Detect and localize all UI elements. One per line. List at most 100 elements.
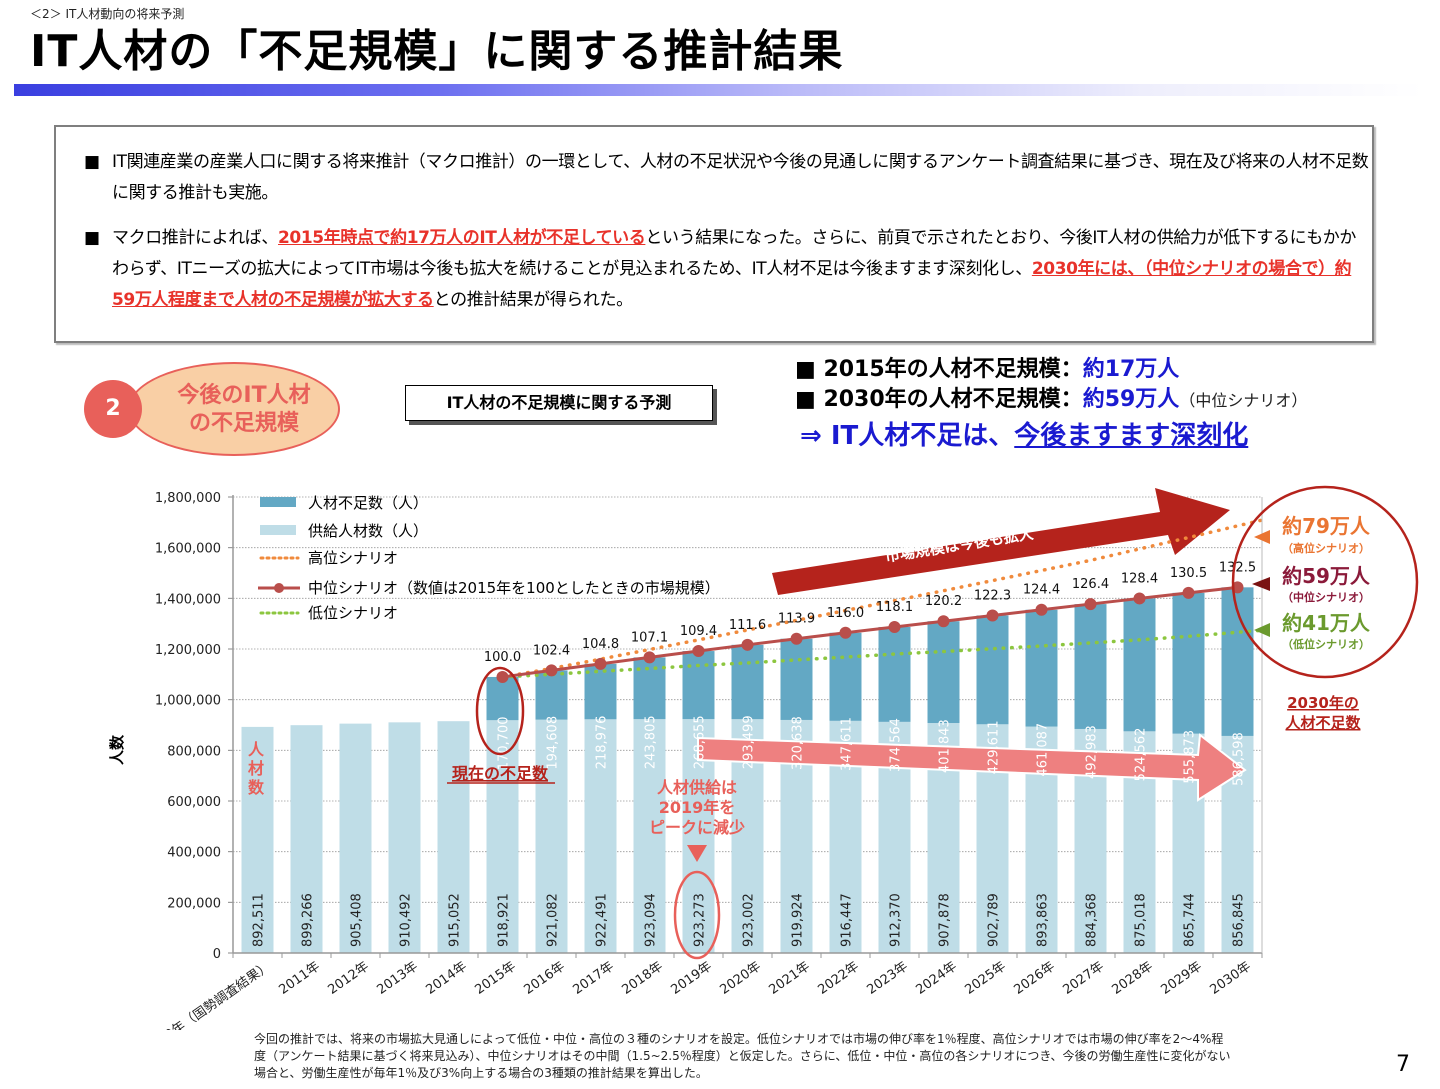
x-tick-label: 2016年	[521, 959, 567, 998]
supply-value-label: 893,863	[1036, 893, 1051, 947]
legend-swatch-supply	[260, 525, 296, 535]
shortage-bar	[633, 657, 666, 720]
supply-vertical-label-2: 材	[248, 759, 264, 778]
x-tick-label: 2025年	[962, 959, 1008, 998]
supply-bar	[241, 726, 274, 953]
shortage-value-label: 243,805	[644, 715, 659, 769]
x-tick-label: 2020年	[717, 959, 763, 998]
x-tick-label: 2027年	[1060, 959, 1106, 998]
mid-scenario-marker	[643, 651, 656, 664]
y-tick-label: 1,200,000	[155, 643, 221, 658]
chart-title-box: IT人材の不足規模に関する予測	[405, 385, 713, 421]
shortage-bar	[535, 670, 568, 720]
supply-value-label: 907,878	[938, 893, 953, 947]
mid-index-label: 124.4	[1023, 583, 1060, 598]
down-triangle-icon	[687, 845, 707, 862]
mid-scenario-marker	[545, 664, 558, 677]
supply-bar	[584, 719, 617, 953]
mid-scenario-marker	[1084, 598, 1097, 611]
badge-line-1: 今後のIT人材	[177, 383, 311, 408]
supply-bar	[339, 723, 372, 953]
y-tick-label: 400,000	[167, 846, 221, 861]
scenario-2030-circle	[1231, 485, 1419, 679]
shortage-bar	[1172, 592, 1205, 734]
supply-value-label: 923,273	[693, 893, 708, 947]
x-tick-label: 2023年	[864, 959, 910, 998]
supply-value-label: 905,408	[350, 893, 365, 947]
supply-vertical-label-1: 人	[248, 740, 265, 759]
summary-text-2c: との推計結果が得られた。	[433, 290, 633, 310]
shortage-value-label: 218,976	[595, 716, 610, 770]
y-tick-label: 800,000	[167, 744, 221, 759]
y-axis-label: 人数	[108, 734, 126, 765]
supply-value-label: 919,924	[791, 893, 806, 947]
supply-decline-arrow	[697, 733, 1247, 802]
x-tick-label: 2030年	[1207, 959, 1253, 998]
peak-supply-circle	[673, 870, 721, 960]
x-tick-label: 2022年	[815, 959, 861, 998]
shortage-bar	[486, 676, 519, 721]
mid-scenario-marker	[937, 615, 950, 628]
summary-text-2: マクロ推計によれば、2015年時点で約17万人のIT人材が不足しているという結果…	[112, 223, 1372, 316]
summary-text-2b: という結果になった。さらに、前頁で示されたとおり、今後IT人材の供給力が低下する…	[112, 228, 1356, 279]
shortage-value-label: 347,611	[840, 717, 855, 771]
mid-index-label: 116.0	[827, 606, 864, 621]
current-shortage-circle	[475, 666, 525, 756]
key-point-2030-label: ■ 2030年の人材不足規模：	[795, 387, 1083, 412]
shortage-bar	[731, 644, 764, 720]
mid-index-label: 100.0	[484, 650, 521, 665]
badge-line-2: の不足規模	[188, 411, 299, 436]
key-point-2030: ■ 2030年の人材不足規模：約59万人（中位シナリオ）	[795, 385, 1307, 415]
highlight-2015-shortage: 2015年時点で約17万人のIT人材が不足している	[278, 228, 646, 248]
mid-scenario-marker	[1182, 586, 1195, 599]
conclusion: ⇒ IT人材不足は、今後ますます深刻化	[800, 415, 1248, 452]
chart-annotations: ITニーズの拡大により 市場規模は今後も拡大	[697, 488, 1247, 802]
supply-value-label: 856,845	[1232, 893, 1247, 947]
bullet-icon: ■	[84, 228, 100, 248]
x-tick-label: 2012年	[325, 959, 371, 998]
shortage-value-label: 194,608	[546, 716, 561, 770]
supply-value-label: 899,266	[301, 893, 316, 947]
mid-index-label: 122.3	[974, 588, 1011, 603]
supply-value-label: 915,052	[448, 893, 463, 947]
shortage-bar	[829, 632, 862, 721]
supply-bar	[437, 721, 470, 953]
highlight-2030-shortage: 2030年には、（中位シナリオの場合で）約59万人程度まで人材の不足規模が拡大す…	[112, 259, 1352, 310]
shortage-bar	[780, 638, 813, 720]
x-tick-label: 2019年	[668, 959, 714, 998]
legend-label-mid: 中位シナリオ（数値は2015年を100としたときの市場規模）	[308, 579, 720, 597]
shortage-bar	[584, 663, 617, 720]
x-tick-label: 2013年	[374, 959, 420, 998]
shortage-value-label: 320,638	[791, 716, 806, 770]
conclusion-emphasis: 今後ますます深刻化	[1014, 421, 1249, 451]
shortage-bar	[878, 626, 911, 722]
mid-pointer-icon	[1252, 577, 1270, 591]
supply-value-label: 875,018	[1134, 893, 1149, 947]
mid-index-label: 109.4	[680, 624, 717, 639]
shortage-value-label: 268,655	[693, 715, 708, 769]
shortage-value-label: 374,564	[889, 718, 904, 772]
mid-scenario-line	[502, 585, 1238, 679]
key-points: ■ 2015年の人材不足規模：約17万人 ■ 2030年の人材不足規模：約59万…	[795, 355, 1307, 415]
supply-value-label: 922,491	[595, 893, 610, 947]
x-tick-label: 2026年	[1011, 959, 1057, 998]
x-tick-label: 2015年	[472, 959, 518, 998]
shortage-value-label: 461,087	[1036, 723, 1051, 777]
supply-value-label: 865,744	[1183, 893, 1198, 947]
x-axis-labels: 2010年（国勢調査結果） 2011年 2012年 2013年 2014年 2015年 20…	[142, 959, 1254, 1030]
y-axis-ticks: 0 200,000 400,000 600,000 800,000 1,000,000 1,…	[155, 491, 233, 962]
x-tick-label: 2028年	[1109, 959, 1155, 998]
supply-peak-line-2: 2019年を	[659, 798, 736, 817]
legend-label-low: 低位シナリオ	[308, 604, 398, 622]
low-scenario-label: （低位シナリオ）	[1282, 637, 1370, 651]
mid-scenario-marker	[741, 638, 754, 651]
legend-label-high: 高位シナリオ	[308, 549, 398, 567]
mid-scenario-marker	[1035, 603, 1048, 616]
mid-index-label: 104.8	[582, 637, 619, 652]
mid-scenario-marker	[839, 626, 852, 639]
x-tick-label: 2014年	[423, 959, 469, 998]
supply-peak-line-1: 人材供給は	[657, 778, 737, 797]
shortage-value-label: 293,499	[742, 715, 757, 769]
section-number-badge: 2	[84, 380, 142, 438]
supply-value-label: 918,921	[497, 893, 512, 947]
